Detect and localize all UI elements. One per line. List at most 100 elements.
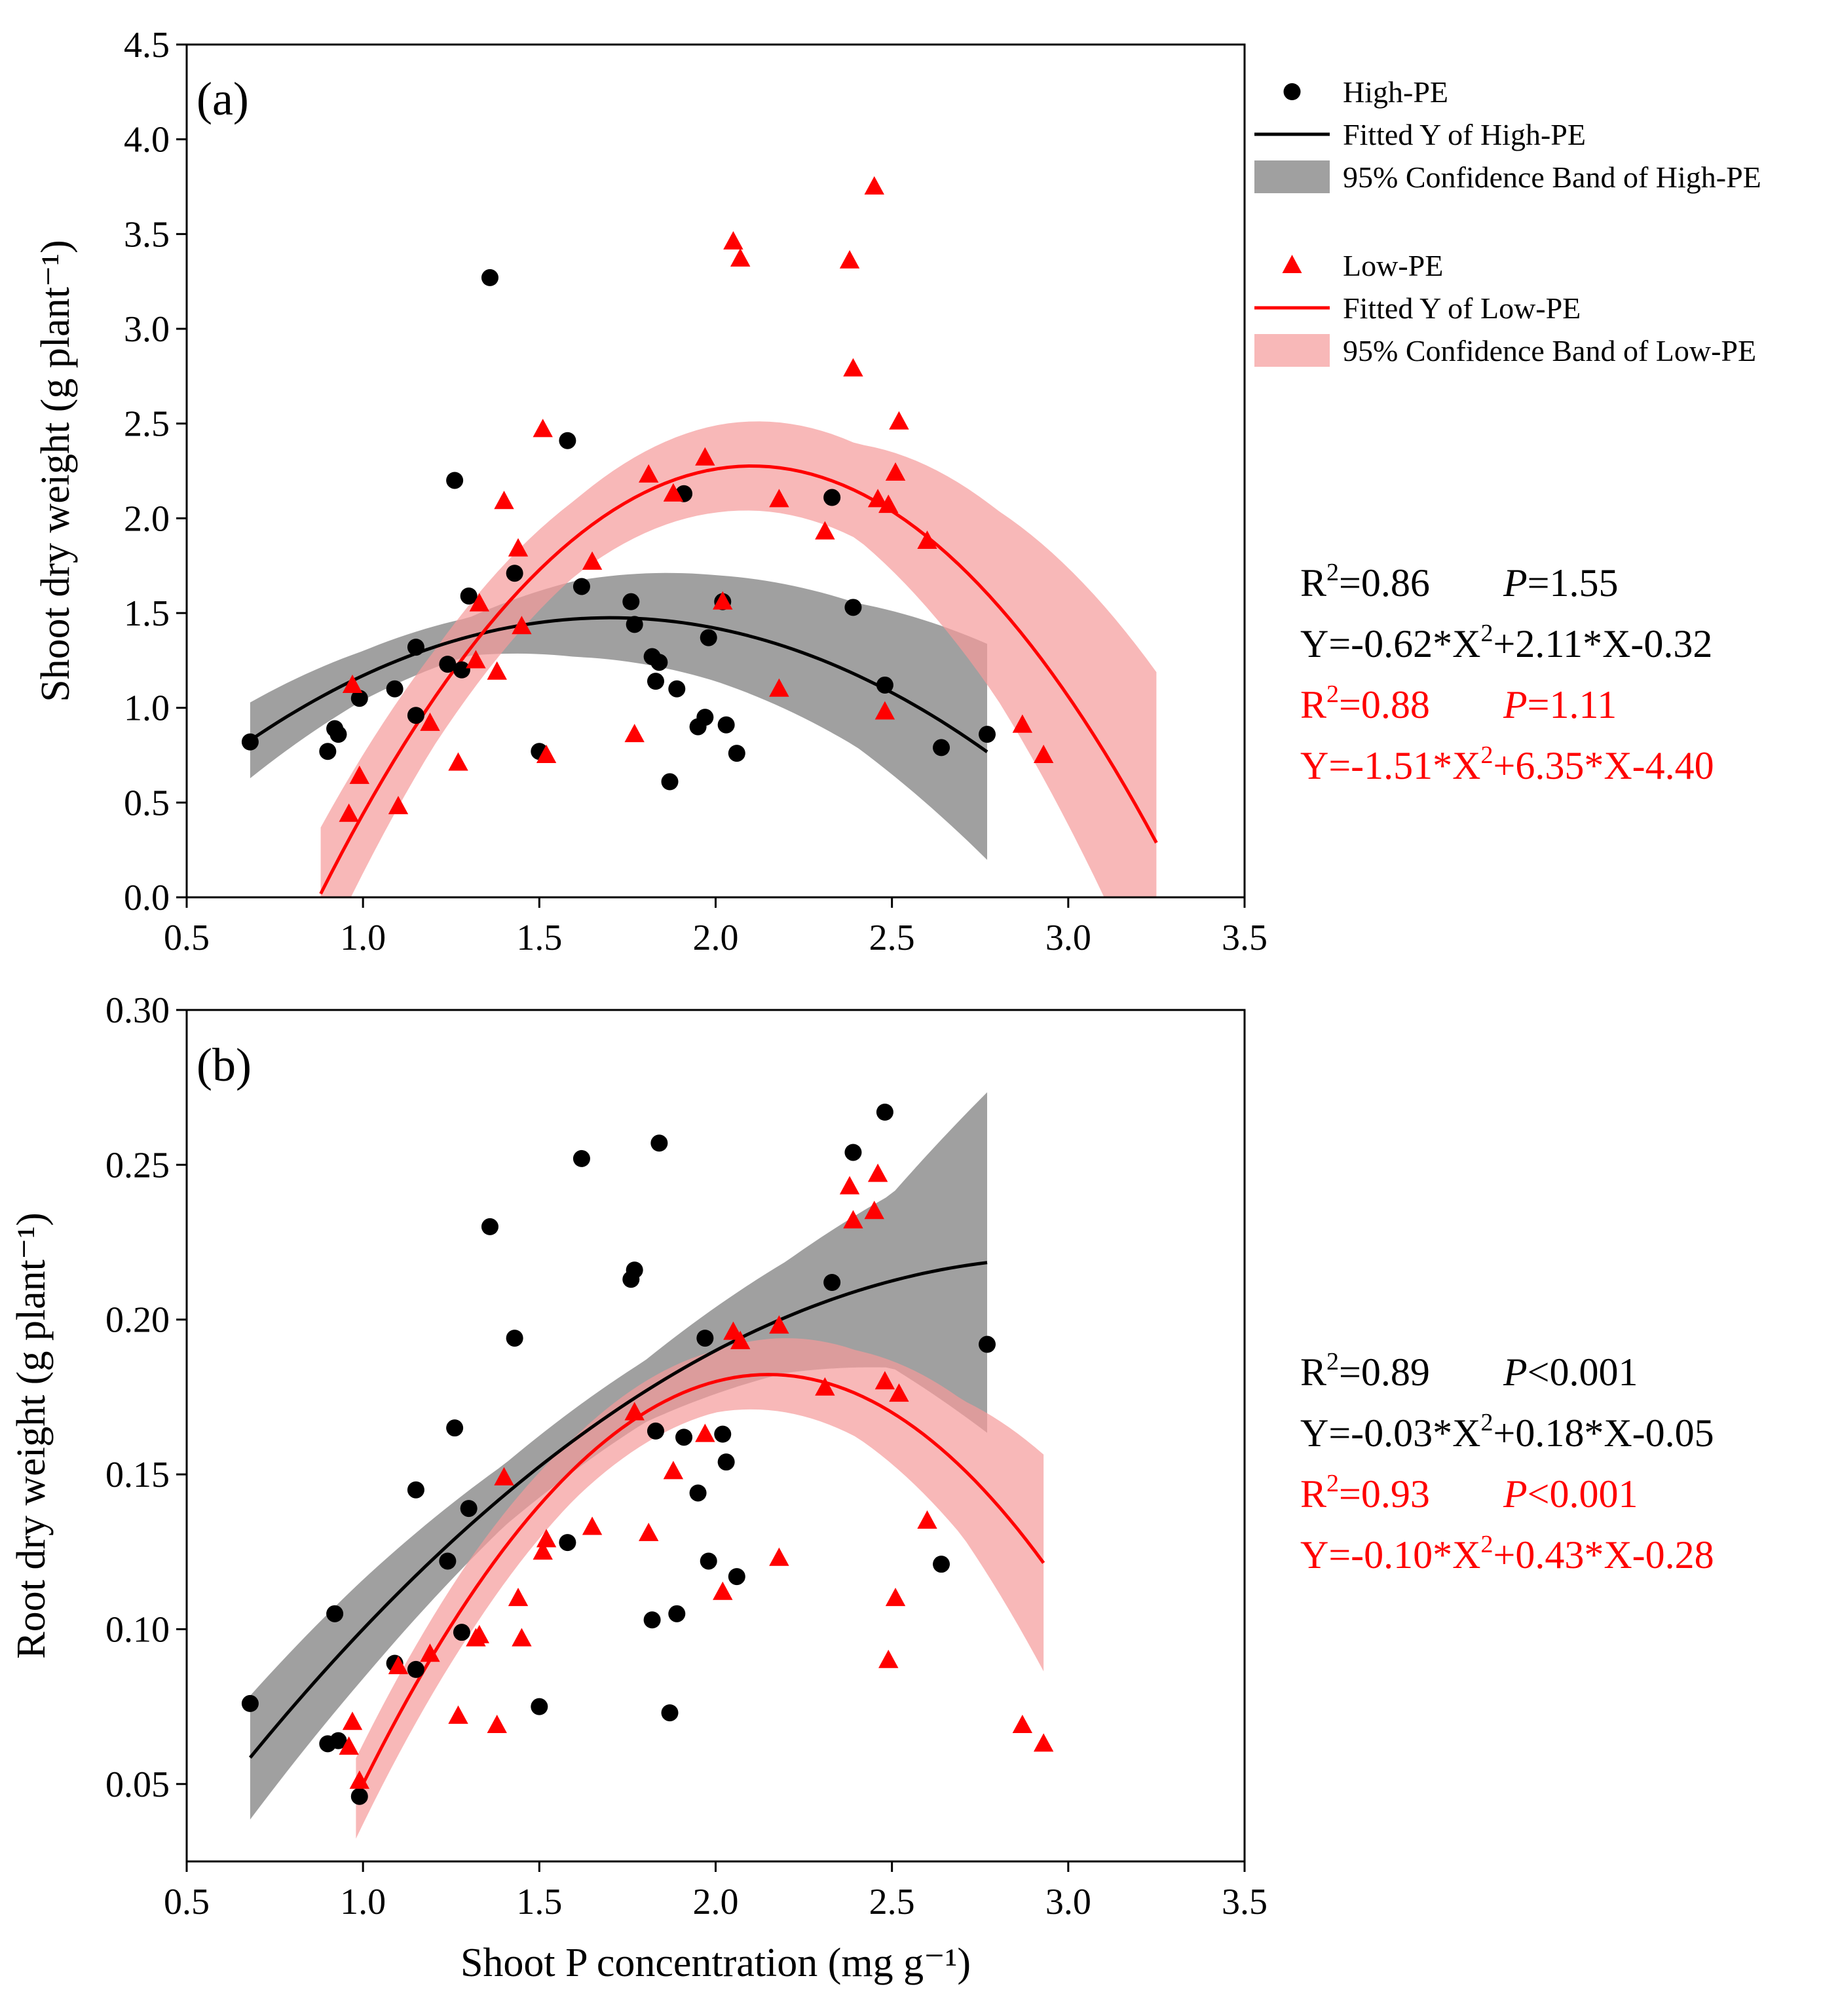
equation-post: +6.35*X-4.40 <box>1493 744 1714 787</box>
equation-post: +2.11*X-0.32 <box>1493 622 1712 665</box>
data-point-high <box>717 716 735 734</box>
data-point-low <box>843 358 863 377</box>
equation-pre: Y=-1.51*X <box>1300 744 1480 787</box>
r2-symbol: R <box>1300 1472 1326 1516</box>
data-point-low <box>487 661 507 680</box>
x-tick-label: 1.0 <box>340 918 386 958</box>
data-point-low <box>917 531 937 550</box>
legend-band-swatch <box>1254 160 1330 193</box>
data-point-low <box>582 551 603 570</box>
data-point-high <box>386 680 404 698</box>
data-point-high <box>453 661 470 679</box>
legend-label-low-fit: Fitted Y of Low-PE <box>1343 291 1581 325</box>
x-tick-label: 2.0 <box>693 1882 739 1922</box>
y-tick-label: 1.0 <box>124 688 170 729</box>
data-point-high <box>407 1481 424 1499</box>
legend: High-PE Fitted Y of High-PE 95% Confidence… <box>1254 75 1761 367</box>
data-point-low <box>695 447 715 466</box>
data-point-high <box>714 1425 732 1443</box>
data-point-low <box>469 593 490 612</box>
equation-line-low: Y=-1.51*X2+6.35*X-4.40 <box>1300 741 1714 787</box>
x-tick-label: 0.5 <box>164 918 210 958</box>
data-point-low <box>663 1461 684 1480</box>
data-point-low <box>349 765 369 784</box>
y-tick-label: 0.0 <box>124 878 170 918</box>
data-point-low <box>342 674 363 693</box>
data-point-high <box>573 1149 590 1167</box>
p-symbol: P <box>1503 683 1528 726</box>
data-point-high <box>933 739 950 756</box>
data-point-low <box>533 1541 553 1560</box>
data-point-high <box>241 733 259 751</box>
r2-value: 0.89 <box>1361 1351 1430 1394</box>
data-point-high <box>573 578 590 595</box>
data-point-high <box>717 1453 735 1471</box>
data-point-high <box>622 593 640 610</box>
p-equals: = <box>1528 683 1550 726</box>
panel-a: 0.5 1.0 1.5 2.0 2.5 3.0 3.50.00.51.01.52.02.53… <box>33 25 1761 958</box>
data-point-high <box>979 726 996 743</box>
data-point-low <box>713 1581 733 1600</box>
panel-label: (b) <box>197 1039 252 1091</box>
superscript: 2 <box>1480 620 1493 647</box>
data-point-high <box>460 1500 478 1518</box>
data-point-low <box>839 250 860 269</box>
data-point-low <box>494 1466 514 1485</box>
data-point-high <box>668 1605 686 1622</box>
y-tick-label: 0.25 <box>105 1145 170 1185</box>
data-point-low <box>867 489 888 508</box>
data-point-low <box>536 1529 557 1548</box>
data-point-high <box>626 616 643 633</box>
data-point-low <box>624 1402 645 1421</box>
data-point-low <box>448 752 468 771</box>
data-point-high <box>326 1605 344 1622</box>
legend-band-swatch <box>1254 334 1330 367</box>
data-point-low <box>448 1705 468 1724</box>
y-tick-label: 3.5 <box>124 214 170 255</box>
data-point-low <box>769 1547 789 1566</box>
data-point-high <box>329 726 347 743</box>
data-point-high <box>643 1611 661 1629</box>
r2-p-line-high: R2=0.89 P<0.001 <box>1300 1348 1638 1394</box>
data-point-high <box>650 1134 668 1152</box>
p-value: 1.55 <box>1550 561 1619 605</box>
r2-value: 0.93 <box>1361 1472 1430 1516</box>
data-point-high <box>446 1419 464 1437</box>
data-point-high <box>661 1704 679 1722</box>
equals: = <box>1339 683 1361 726</box>
data-point-low <box>815 1377 835 1396</box>
equals: = <box>1339 1472 1361 1516</box>
equation-pre: Y=-0.03*X <box>1300 1411 1480 1455</box>
fitted-line-high <box>248 1261 988 1759</box>
x-tick-label: 2.5 <box>869 1882 915 1922</box>
fitted-line-high <box>249 616 988 753</box>
y-tick-label: 2.5 <box>124 404 170 445</box>
superscript: 2 <box>1326 681 1339 708</box>
y-tick-label: 0.10 <box>105 1609 170 1650</box>
x-tick-label: 2.5 <box>869 918 915 958</box>
data-point-high <box>559 1534 576 1552</box>
data-point-high <box>446 472 464 489</box>
p-value: <0.001 <box>1528 1472 1638 1516</box>
y-tick-label: 0.20 <box>105 1300 170 1341</box>
data-point-high <box>559 432 576 449</box>
x-tick-label: 1.5 <box>516 918 562 958</box>
data-point-high <box>626 1261 643 1279</box>
equals: = <box>1339 1351 1361 1394</box>
y-tick-label: 0.15 <box>105 1455 170 1495</box>
p-value: 1.11 <box>1550 683 1617 726</box>
equation-line-high: Y=-0.62*X2+2.11*X-0.32 <box>1300 620 1712 665</box>
data-point-high <box>876 1104 893 1121</box>
data-point-low <box>582 1516 603 1535</box>
data-point-high <box>453 1624 470 1641</box>
legend-label-low-band: 95% Confidence Band of Low-PE <box>1343 334 1756 367</box>
p-symbol: P <box>1503 561 1528 605</box>
p-symbol: P <box>1503 1351 1528 1394</box>
data-point-low <box>349 1770 369 1789</box>
confidence-band-high <box>250 1092 988 1820</box>
data-point-low <box>494 491 514 510</box>
data-point-low <box>512 616 532 635</box>
data-point-low <box>874 701 895 720</box>
data-point-low <box>917 1510 937 1529</box>
